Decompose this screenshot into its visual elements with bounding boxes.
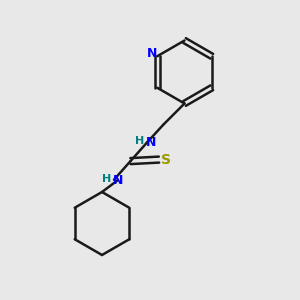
Text: H: H [102,174,111,184]
Text: N: N [146,136,156,149]
Text: N: N [112,174,123,187]
Text: H: H [135,136,144,146]
Text: S: S [160,153,171,166]
Text: N: N [147,47,157,60]
